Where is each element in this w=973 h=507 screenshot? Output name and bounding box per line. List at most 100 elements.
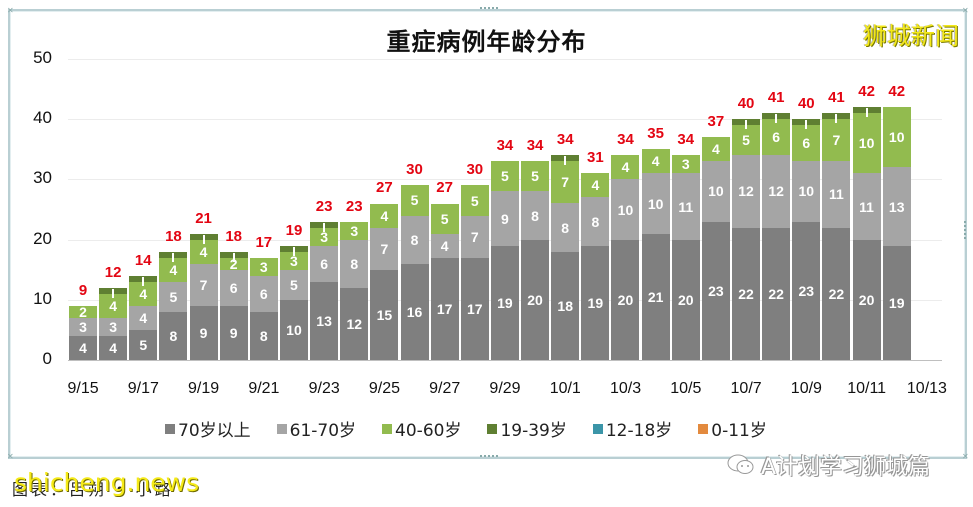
segment-value-marker bbox=[112, 288, 115, 298]
bar-10/12[interactable]: 19 13 10 bbox=[882, 107, 911, 360]
legend-item[interactable]: 40-60岁 bbox=[382, 416, 461, 441]
bar-10/1[interactable]: 18 8 7 bbox=[551, 155, 580, 360]
chart-title: 重症病例年龄分布 bbox=[386, 28, 587, 56]
bar-segment-19-39岁 bbox=[551, 155, 580, 166]
legend-item[interactable]: 70岁以上 bbox=[165, 416, 251, 441]
total-label: 19 bbox=[285, 221, 303, 239]
bar-9/27[interactable]: 17 4 5 bbox=[430, 203, 459, 360]
bar-segment-61-70岁: 8 bbox=[551, 203, 580, 252]
bar-9/28[interactable]: 17 7 5 bbox=[460, 185, 489, 360]
bar-10/6[interactable]: 23 10 4 bbox=[701, 137, 730, 360]
bar-segment-70岁以上: 20 bbox=[611, 239, 640, 360]
bar-segment-19-39岁 bbox=[159, 251, 188, 262]
total-label: 18 bbox=[165, 227, 182, 245]
legend-swatch bbox=[276, 423, 287, 434]
bar-segment-40-60岁: 3 bbox=[310, 227, 339, 246]
bar-10/3[interactable]: 20 10 4 bbox=[611, 155, 640, 360]
resize-handle-bottom-right[interactable]: ✕ bbox=[962, 452, 969, 461]
segment-value-marker bbox=[865, 108, 868, 118]
segment-value-marker bbox=[835, 114, 838, 124]
resize-handle-right[interactable] bbox=[964, 221, 970, 239]
legend-item[interactable]: 12-18岁 bbox=[592, 416, 672, 441]
bar-segment-61-70岁: 8 bbox=[521, 191, 550, 240]
bar-9/23[interactable]: 13 6 3 bbox=[310, 221, 339, 360]
resize-handle-top-left[interactable]: ✕ bbox=[7, 6, 14, 15]
legend-item[interactable]: 61-70岁 bbox=[276, 416, 356, 441]
y-tick-label: 0 bbox=[42, 349, 52, 368]
bar-segment-40-60岁: 4 bbox=[581, 173, 610, 198]
bar-9/25[interactable]: 15 7 4 bbox=[370, 203, 399, 360]
bar-10/10[interactable]: 22 11 7 bbox=[822, 113, 851, 360]
bar-9/24[interactable]: 12 8 3 bbox=[340, 221, 369, 360]
x-tick-label: 9/29 bbox=[489, 380, 521, 397]
legend-swatch bbox=[592, 423, 603, 434]
legend-item[interactable]: 0-11岁 bbox=[698, 416, 767, 441]
bar-10/8[interactable]: 22 12 6 bbox=[762, 113, 791, 360]
resize-handle-bottom-left[interactable]: ✕ bbox=[7, 452, 14, 461]
bar-segment-61-70岁: 7 bbox=[460, 215, 489, 258]
total-label: 23 bbox=[345, 197, 363, 215]
bar-segment-40-60岁: 2 bbox=[69, 304, 97, 320]
bar-segment-19-39岁 bbox=[129, 275, 158, 286]
bar-segment-70岁以上: 20 bbox=[852, 239, 881, 360]
total-label: 9 bbox=[78, 281, 88, 299]
bar-segment-61-70岁: 6 bbox=[249, 275, 278, 312]
bar-segment-61-70岁: 12 bbox=[762, 155, 791, 228]
bar-9/30[interactable]: 20 8 5 bbox=[521, 161, 550, 360]
total-label: 18 bbox=[225, 227, 243, 245]
resize-handle-bottom[interactable] bbox=[480, 455, 498, 461]
bar-segment-40-60岁: 5 bbox=[732, 125, 761, 156]
total-label: 17 bbox=[255, 233, 273, 251]
bar-segment-40-60岁: 4 bbox=[159, 257, 188, 282]
bar-segment-19-39岁 bbox=[279, 245, 308, 256]
legend-item[interactable]: 19-39岁 bbox=[487, 416, 567, 441]
resize-handle-top[interactable] bbox=[480, 7, 498, 13]
wechat-account-watermark: A计划学习狮城篇 bbox=[727, 449, 930, 481]
bar-10/2[interactable]: 19 8 4 bbox=[581, 173, 610, 360]
bar-9/26[interactable]: 16 8 5 bbox=[400, 185, 429, 360]
resize-handle-top-right[interactable]: ✕ bbox=[962, 6, 969, 15]
bar-segment-70岁以上: 23 bbox=[701, 221, 730, 360]
bar-segment-70岁以上: 19 bbox=[581, 245, 610, 360]
bar-segment-40-60岁: 3 bbox=[279, 251, 308, 270]
bar-10/11[interactable]: 20 11 10 bbox=[852, 107, 881, 360]
legend-swatch bbox=[382, 423, 393, 434]
bar-segment-40-60岁: 3 bbox=[671, 155, 700, 174]
bar-segment-61-70岁: 4 bbox=[430, 233, 459, 258]
x-tick-label: 10/7 bbox=[730, 380, 762, 397]
bar-segment-61-70岁: 10 bbox=[792, 161, 821, 222]
x-tick-label: 9/17 bbox=[127, 380, 159, 397]
bar-10/4[interactable]: 21 10 4 bbox=[641, 149, 670, 360]
bar-10/5[interactable]: 20 11 3 bbox=[671, 155, 700, 360]
bar-segment-70岁以上: 17 bbox=[460, 257, 489, 360]
segment-value-marker bbox=[564, 156, 567, 166]
bar-segment-61-70岁: 5 bbox=[279, 269, 308, 300]
bar-9/29[interactable]: 19 9 5 bbox=[490, 161, 519, 360]
site-watermark: shicheng.news bbox=[14, 468, 200, 497]
total-label: 30 bbox=[406, 161, 423, 179]
total-label: 23 bbox=[315, 197, 333, 215]
bar-10/7[interactable]: 22 12 5 bbox=[732, 119, 761, 360]
bar-10/9[interactable]: 23 10 6 bbox=[792, 119, 821, 360]
x-tick-label: 9/15 bbox=[67, 380, 99, 397]
y-tick-label: 40 bbox=[33, 108, 52, 128]
bar-segment-61-70岁: 5 bbox=[159, 281, 188, 312]
bar-segment-40-60岁: 6 bbox=[762, 119, 791, 156]
segment-value-marker bbox=[142, 276, 145, 286]
x-tick-label: 10/9 bbox=[790, 380, 822, 397]
bar-9/22[interactable]: 10 5 3 bbox=[279, 245, 308, 360]
bar-segment-61-70岁: 7 bbox=[189, 263, 218, 306]
total-label: 37 bbox=[707, 113, 725, 131]
total-label: 31 bbox=[587, 149, 604, 167]
gridline bbox=[68, 119, 942, 121]
bar-segment-40-60岁: 5 bbox=[400, 185, 429, 216]
bar-segment-19-39岁 bbox=[732, 119, 761, 130]
bar-segment-61-70岁: 3 bbox=[99, 317, 128, 336]
